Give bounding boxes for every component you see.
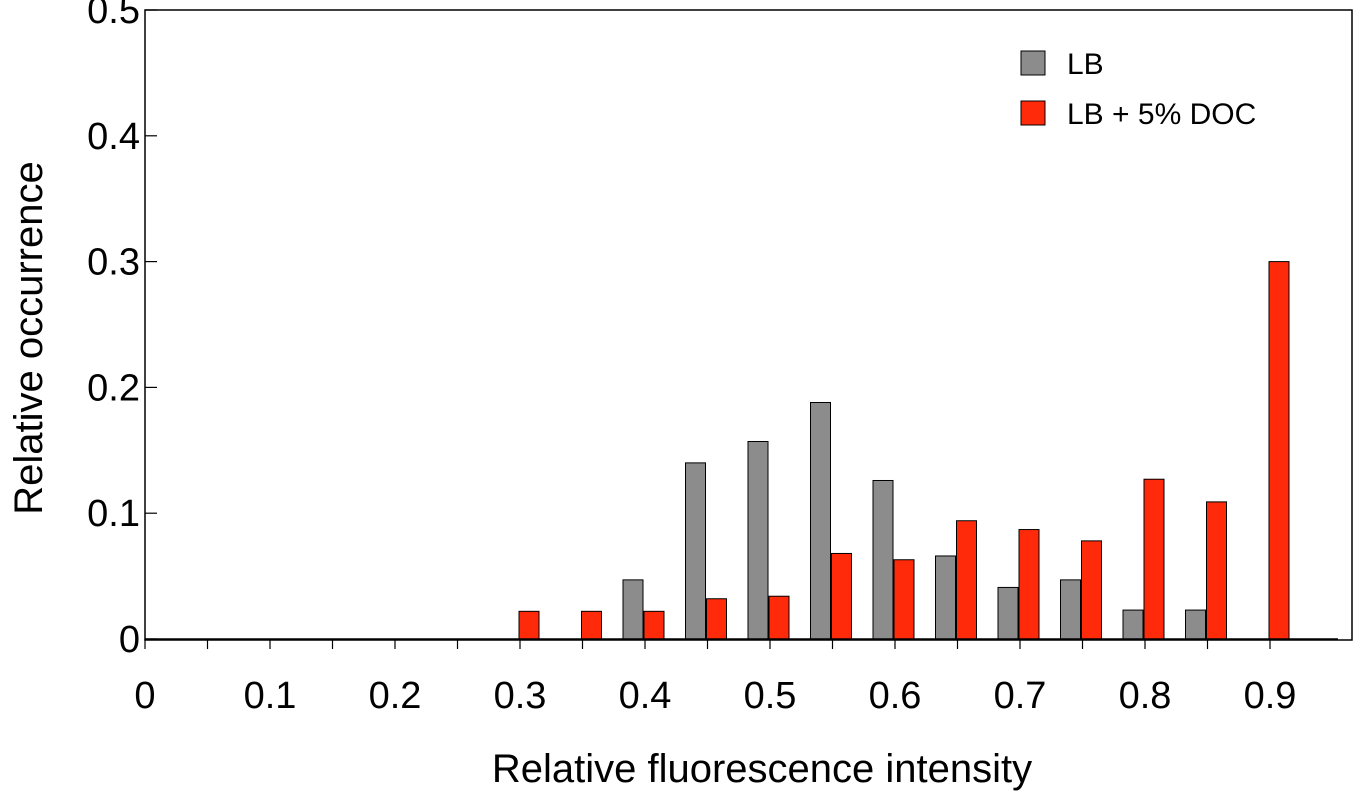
y-tick-label: 0.3: [87, 242, 140, 284]
bar-lb: [1122, 609, 1144, 640]
y-tick-label: 0.1: [87, 493, 140, 535]
bar-lb-doc: [643, 610, 665, 640]
legend-label-lb-doc: LB + 5% DOC: [1067, 98, 1256, 131]
bar-lb-doc: [1268, 261, 1290, 640]
x-tick-label: 0: [134, 675, 155, 717]
bar-lb: [685, 462, 706, 640]
bar-lb-doc: [1143, 478, 1165, 640]
bar-lb: [622, 579, 644, 640]
bar-lb: [872, 479, 894, 640]
x-axis-title: Relative fluorescence intensity: [492, 747, 1032, 791]
bar-lb-doc: [893, 559, 915, 640]
bar-lb: [997, 586, 1019, 640]
bar-lb-doc: [956, 520, 977, 640]
x-tick-label: 0.1: [244, 675, 297, 717]
x-tick-label: 0.7: [994, 675, 1047, 717]
bar-lb-doc: [1081, 540, 1102, 640]
legend-swatch-lb-doc: [1020, 100, 1046, 126]
bar-lb-doc: [1206, 501, 1227, 640]
x-tick-label: 0.5: [744, 675, 797, 717]
y-tick-label: 0.4: [87, 116, 140, 158]
bar-lb: [1185, 609, 1206, 640]
bar-lb: [1060, 579, 1081, 640]
bar-lb-doc: [831, 552, 852, 640]
y-axis-ticks: 0 0.1 0.2 0.3 0.4 0.5: [87, 0, 157, 661]
legend: LB LB + 5% DOC: [1020, 48, 1256, 131]
x-axis-ticks: 0 0.1 0.2 0.3 0.4 0.5 0.6 0.7 0.8 0.9: [134, 639, 1296, 717]
bar-lb: [747, 440, 769, 640]
x-tick-label: 0.3: [494, 675, 547, 717]
x-tick-label: 0.8: [1119, 675, 1172, 717]
legend-swatch-lb: [1020, 50, 1046, 76]
bar-lb-doc: [581, 610, 602, 640]
x-tick-label: 0.2: [369, 675, 422, 717]
y-tick-label: 0.2: [87, 367, 140, 409]
x-tick-label: 0.9: [1244, 675, 1297, 717]
bar-lb: [810, 401, 831, 640]
plot-frame: [144, 9, 1353, 641]
x-tick-label: 0.4: [619, 675, 672, 717]
bars-group: [518, 261, 1290, 640]
y-tick-label: 0.5: [87, 0, 140, 32]
bar-lb-doc: [706, 598, 727, 640]
legend-label-lb: LB: [1067, 48, 1104, 81]
bar-lb: [935, 555, 956, 640]
x-tick-label: 0.6: [869, 675, 922, 717]
bar-lb-doc: [1018, 529, 1040, 640]
bar-lb-doc: [518, 610, 540, 640]
y-axis-title: Relative occurrence: [7, 161, 51, 515]
bar-lb-doc: [768, 595, 790, 640]
y-tick-label: 0: [119, 619, 140, 661]
